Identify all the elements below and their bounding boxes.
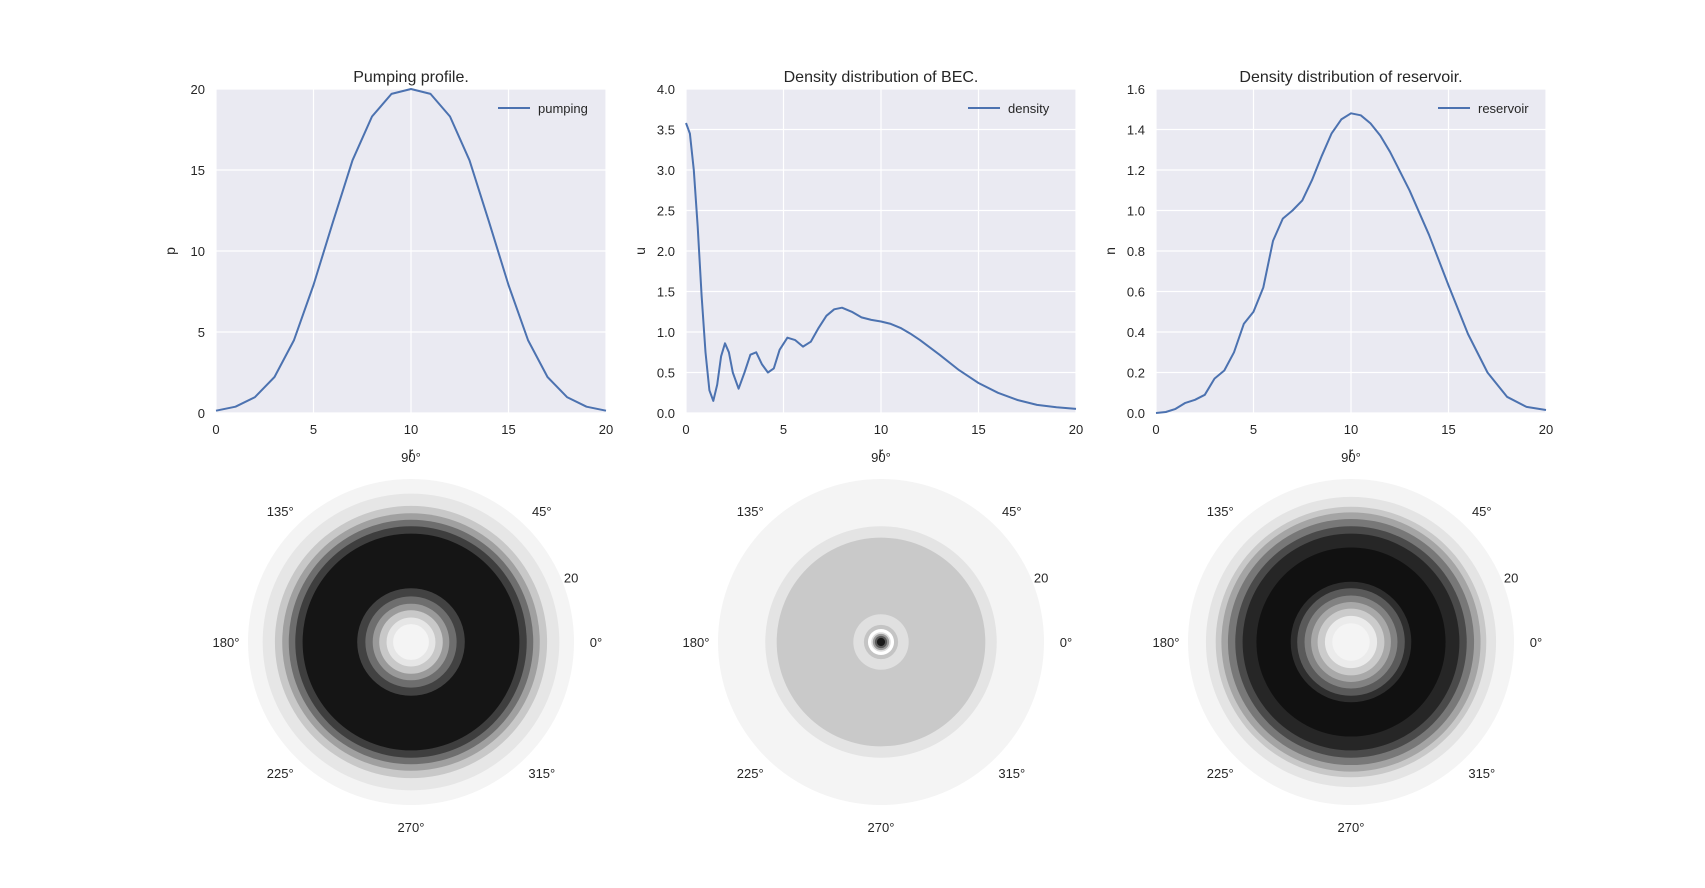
theta-tick-label: 225°: [737, 766, 764, 781]
chart-title: Pumping profile.: [353, 69, 469, 86]
y-tick-label: 15: [191, 163, 205, 178]
y-tick-label: 1.6: [1127, 82, 1145, 97]
y-tick-label: 0: [198, 406, 205, 421]
y-tick-label: 0.8: [1127, 244, 1145, 259]
polar-contour-pumping: 0° 45° 90° 135° 180° 225° 270° 315° 20: [213, 450, 603, 835]
x-tick-label: 20: [1539, 422, 1553, 437]
y-tick-label: 2.0: [657, 244, 675, 259]
y-tick-label: 20: [191, 82, 205, 97]
x-tick-label: 15: [501, 422, 515, 437]
y-tick-label: 2.5: [657, 204, 675, 219]
theta-tick-label: 0°: [1530, 635, 1542, 650]
theta-tick-label: 45°: [1472, 504, 1492, 519]
r-tick-label: 20: [1504, 570, 1518, 585]
x-tick-label: 15: [971, 422, 985, 437]
x-tick-label: 10: [404, 422, 418, 437]
line-chart-reservoir-density: 0 5 10 15 20 0.0 0.2 0.4 0.6 0.8 1.0 1.2 1.4 1.6 reser…: [1102, 69, 1553, 460]
r-tick-label: 20: [1034, 570, 1048, 585]
contour-ring: [393, 624, 429, 660]
series-line: [685, 122, 1077, 410]
x-tick-label: 20: [1069, 422, 1083, 437]
theta-tick-label: 90°: [401, 450, 421, 465]
theta-tick-label: 270°: [1338, 820, 1365, 835]
x-tick-label: 0: [682, 422, 689, 437]
y-tick-label: 1.0: [657, 325, 675, 340]
y-axis-label: p: [162, 247, 178, 255]
legend-label: density: [1008, 101, 1050, 116]
contour-ring: [1332, 623, 1370, 661]
contour-ring: [876, 637, 886, 647]
x-tick-label: 15: [1441, 422, 1455, 437]
x-tick-label: 10: [1344, 422, 1358, 437]
y-tick-label: 10: [191, 244, 205, 259]
theta-tick-label: 180°: [1153, 635, 1180, 650]
y-tick-label: 0.5: [657, 366, 675, 381]
theta-tick-label: 315°: [998, 766, 1025, 781]
theta-tick-label: 0°: [590, 635, 602, 650]
series-line: [215, 88, 607, 412]
y-tick-label: 3.0: [657, 163, 675, 178]
theta-tick-label: 135°: [1207, 504, 1234, 519]
x-axis-label: r: [1349, 444, 1354, 460]
polar-contour-bec-density: 0° 45° 90° 135° 180° 225° 270° 315° 20: [683, 450, 1073, 835]
theta-tick-label: 0°: [1060, 635, 1072, 650]
legend-label: reservoir: [1478, 101, 1529, 116]
y-tick-label: 1.5: [657, 285, 675, 300]
y-tick-label: 0.2: [1127, 366, 1145, 381]
theta-tick-label: 135°: [267, 504, 294, 519]
x-tick-label: 5: [780, 422, 787, 437]
x-tick-label: 10: [874, 422, 888, 437]
legend-label: pumping: [538, 101, 588, 116]
y-tick-label: 1.0: [1127, 204, 1145, 219]
y-tick-label: 1.2: [1127, 163, 1145, 178]
y-tick-label: 0.6: [1127, 285, 1145, 300]
theta-tick-label: 315°: [1468, 766, 1495, 781]
x-tick-label: 20: [599, 422, 613, 437]
theta-tick-label: 315°: [528, 766, 555, 781]
theta-tick-label: 135°: [737, 504, 764, 519]
theta-tick-label: 90°: [871, 450, 891, 465]
theta-tick-label: 180°: [213, 635, 240, 650]
theta-tick-label: 270°: [398, 820, 425, 835]
theta-tick-label: 45°: [1002, 504, 1022, 519]
y-axis-label: n: [1102, 247, 1118, 255]
y-tick-label: 0.4: [1127, 325, 1145, 340]
theta-tick-label: 90°: [1341, 450, 1361, 465]
y-tick-label: 4.0: [657, 82, 675, 97]
y-tick-label: 1.4: [1127, 123, 1145, 138]
theta-tick-label: 225°: [267, 766, 294, 781]
x-axis-label: r: [879, 444, 884, 460]
x-tick-label: 0: [1152, 422, 1159, 437]
x-tick-label: 0: [212, 422, 219, 437]
x-axis-label: r: [409, 444, 414, 460]
y-tick-label: 0.0: [657, 406, 675, 421]
y-tick-label: 3.5: [657, 123, 675, 138]
polar-contour-reservoir-density: 0° 45° 90° 135° 180° 225° 270° 315° 20: [1153, 450, 1543, 835]
chart-title: Density distribution of reservoir.: [1239, 69, 1462, 86]
series-line: [1155, 112, 1547, 414]
line-chart-bec-density: 0 5 10 15 20 0.0 0.5 1.0 1.5 2.0 2.5 3.0 3.5 4.0 densi…: [632, 69, 1083, 460]
theta-tick-label: 45°: [532, 504, 552, 519]
line-chart-pumping-profile: 0 5 10 15 20 0 5 10 15 20 pumping Pumping profile. r…: [162, 69, 613, 460]
y-tick-label: 0.0: [1127, 406, 1145, 421]
x-tick-label: 5: [310, 422, 317, 437]
theta-tick-label: 180°: [683, 635, 710, 650]
y-axis-label: u: [632, 247, 648, 255]
r-tick-label: 20: [564, 570, 578, 585]
theta-tick-label: 225°: [1207, 766, 1234, 781]
x-tick-label: 5: [1250, 422, 1257, 437]
chart-title: Density distribution of BEC.: [784, 69, 979, 86]
y-tick-label: 5: [198, 325, 205, 340]
theta-tick-label: 270°: [868, 820, 895, 835]
